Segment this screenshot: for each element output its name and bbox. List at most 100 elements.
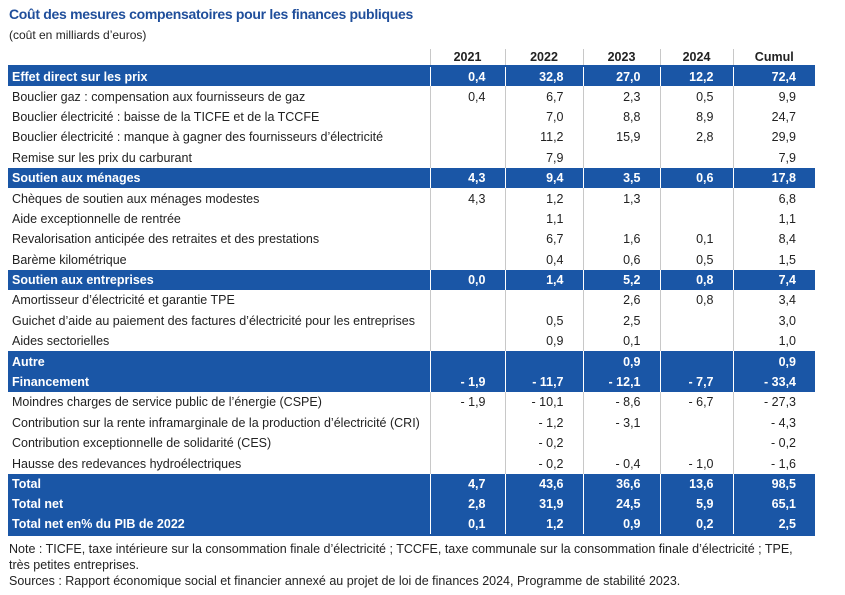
section-row: Effet direct sur les prix 0,4 32,8 27,0 12,2…	[8, 66, 815, 87]
cell: 9,9	[732, 86, 815, 107]
cell: 0,2	[659, 514, 733, 535]
cell: 1,2	[504, 188, 583, 209]
cell: - 3,1	[582, 412, 660, 434]
cell: 7,4	[732, 269, 815, 291]
cell: 17,8	[732, 167, 815, 189]
cell	[659, 147, 733, 168]
row: Aides sectorielles 0,9 0,1 1,0	[8, 331, 815, 352]
section-row: Total 4,7 43,6 36,6 13,6 98,5	[8, 473, 815, 495]
cell: 0,9	[582, 514, 660, 535]
cell	[429, 147, 505, 168]
cell: 2,8	[429, 494, 505, 515]
cell: 0,9	[504, 331, 583, 352]
cell	[429, 208, 505, 230]
cell: - 1,0	[659, 453, 733, 474]
cell: 36,6	[582, 473, 660, 495]
row: Bouclier gaz : compensation aux fourniss…	[8, 86, 815, 107]
row-label: Moindres charges de service public de l’…	[12, 395, 322, 410]
section-row: Autre 0,9 0,9	[8, 351, 815, 372]
cell	[429, 249, 505, 270]
table-body: Effet direct sur les prix 0,4 32,8 27,0 12,2…	[8, 66, 815, 535]
cell	[582, 208, 660, 230]
cell: 11,2	[504, 127, 583, 148]
column-header: 2021	[429, 49, 505, 66]
row-label: Revalorisation anticipée des retraites e…	[12, 232, 320, 247]
cell: 0,4	[429, 66, 505, 87]
cell: 2,3	[582, 86, 660, 107]
cell: 7,0	[504, 106, 583, 128]
cell	[429, 433, 505, 454]
row: Hausse des redevances hydroélectriques - …	[8, 453, 815, 474]
cell	[582, 433, 660, 454]
cell: 5,9	[659, 494, 733, 515]
cell	[504, 351, 583, 372]
cell: 29,9	[732, 127, 815, 148]
row: Revalorisation anticipée des retraites e…	[8, 229, 815, 250]
row-label: Soutien aux ménages	[8, 167, 430, 189]
note: Note : TICFE, taxe intérieure sur la con…	[9, 542, 793, 572]
cell: 4,3	[429, 188, 505, 209]
cell	[659, 331, 733, 352]
notes: Note : TICFE, taxe intérieure sur la con…	[9, 541, 809, 589]
cell: - 11,7	[504, 371, 583, 393]
cell: 27,0	[582, 66, 660, 87]
row: Guichet d’aide au paiement des factures …	[8, 310, 815, 332]
cell: 2,8	[659, 127, 733, 148]
table: 2021 2022 2023 2024 Cumul Effet direct sur l…	[8, 49, 815, 536]
cell: 13,6	[659, 473, 733, 495]
cell: - 1,9	[429, 371, 505, 393]
cell: 2,6	[582, 290, 660, 311]
cell: - 1,6	[732, 453, 815, 474]
header-row: 2021 2022 2023 2024 Cumul	[8, 49, 815, 66]
subtitle: (coût en milliards d’euros)	[9, 28, 147, 42]
cell	[582, 147, 660, 168]
cell: 0,6	[582, 249, 660, 270]
cell: 9,4	[504, 167, 583, 189]
row-label: Autre	[8, 351, 430, 372]
row-label: Contribution sur la rente inframarginale…	[12, 415, 420, 430]
cell: 0,5	[504, 310, 583, 332]
row-label: Remise sur les prix du carburant	[12, 150, 192, 165]
cell: 0,0	[429, 269, 505, 291]
cell: 24,5	[582, 494, 660, 515]
cell: - 8,6	[582, 392, 660, 413]
cell: 3,0	[732, 310, 815, 332]
cell: - 0,4	[582, 453, 660, 474]
row-label: Total	[8, 473, 430, 495]
cell: 24,7	[732, 106, 815, 128]
cell	[429, 290, 505, 311]
cell	[659, 310, 733, 332]
cell: 12,2	[659, 66, 733, 87]
cell: 98,5	[732, 473, 815, 495]
title: Coût des mesures compensatoires pour les…	[9, 6, 413, 22]
row-label: Total net	[8, 494, 430, 515]
cell: 0,9	[582, 351, 660, 372]
sources: Sources : Rapport économique social et f…	[9, 574, 681, 588]
row-label: Guichet d’aide au paiement des factures …	[12, 313, 415, 328]
cell: - 0,2	[504, 453, 583, 474]
cell: - 1,2	[504, 412, 583, 434]
cell	[429, 127, 505, 148]
cell: 1,1	[732, 208, 815, 230]
cell	[659, 433, 733, 454]
row: Moindres charges de service public de l’…	[8, 392, 815, 413]
cell: 6,8	[732, 188, 815, 209]
column-header: 2023	[582, 49, 660, 66]
cell: - 12,1	[582, 371, 660, 393]
row: Bouclier électricité : baisse de la TICF…	[8, 106, 815, 128]
cell: - 10,1	[504, 392, 583, 413]
row-label: Contribution exceptionnelle de solidarit…	[12, 436, 272, 451]
cell: 0,1	[582, 331, 660, 352]
cell: 3,5	[582, 167, 660, 189]
row-label: Soutien aux entreprises	[8, 269, 430, 291]
row: Chèques de soutien aux ménages modestes 4…	[8, 188, 815, 209]
cell: 1,0	[732, 331, 815, 352]
cell	[429, 106, 505, 128]
section-row: Financement - 1,9- 11,7- 12,1- 7,7- 33,4	[8, 371, 815, 393]
cell: 0,4	[429, 86, 505, 107]
row: Bouclier électricité : manque à gagner d…	[8, 127, 815, 148]
cell	[659, 351, 733, 372]
cell: 1,6	[582, 229, 660, 250]
cell	[429, 412, 505, 434]
row: Remise sur les prix du carburant 7,9 7,9	[8, 147, 815, 168]
